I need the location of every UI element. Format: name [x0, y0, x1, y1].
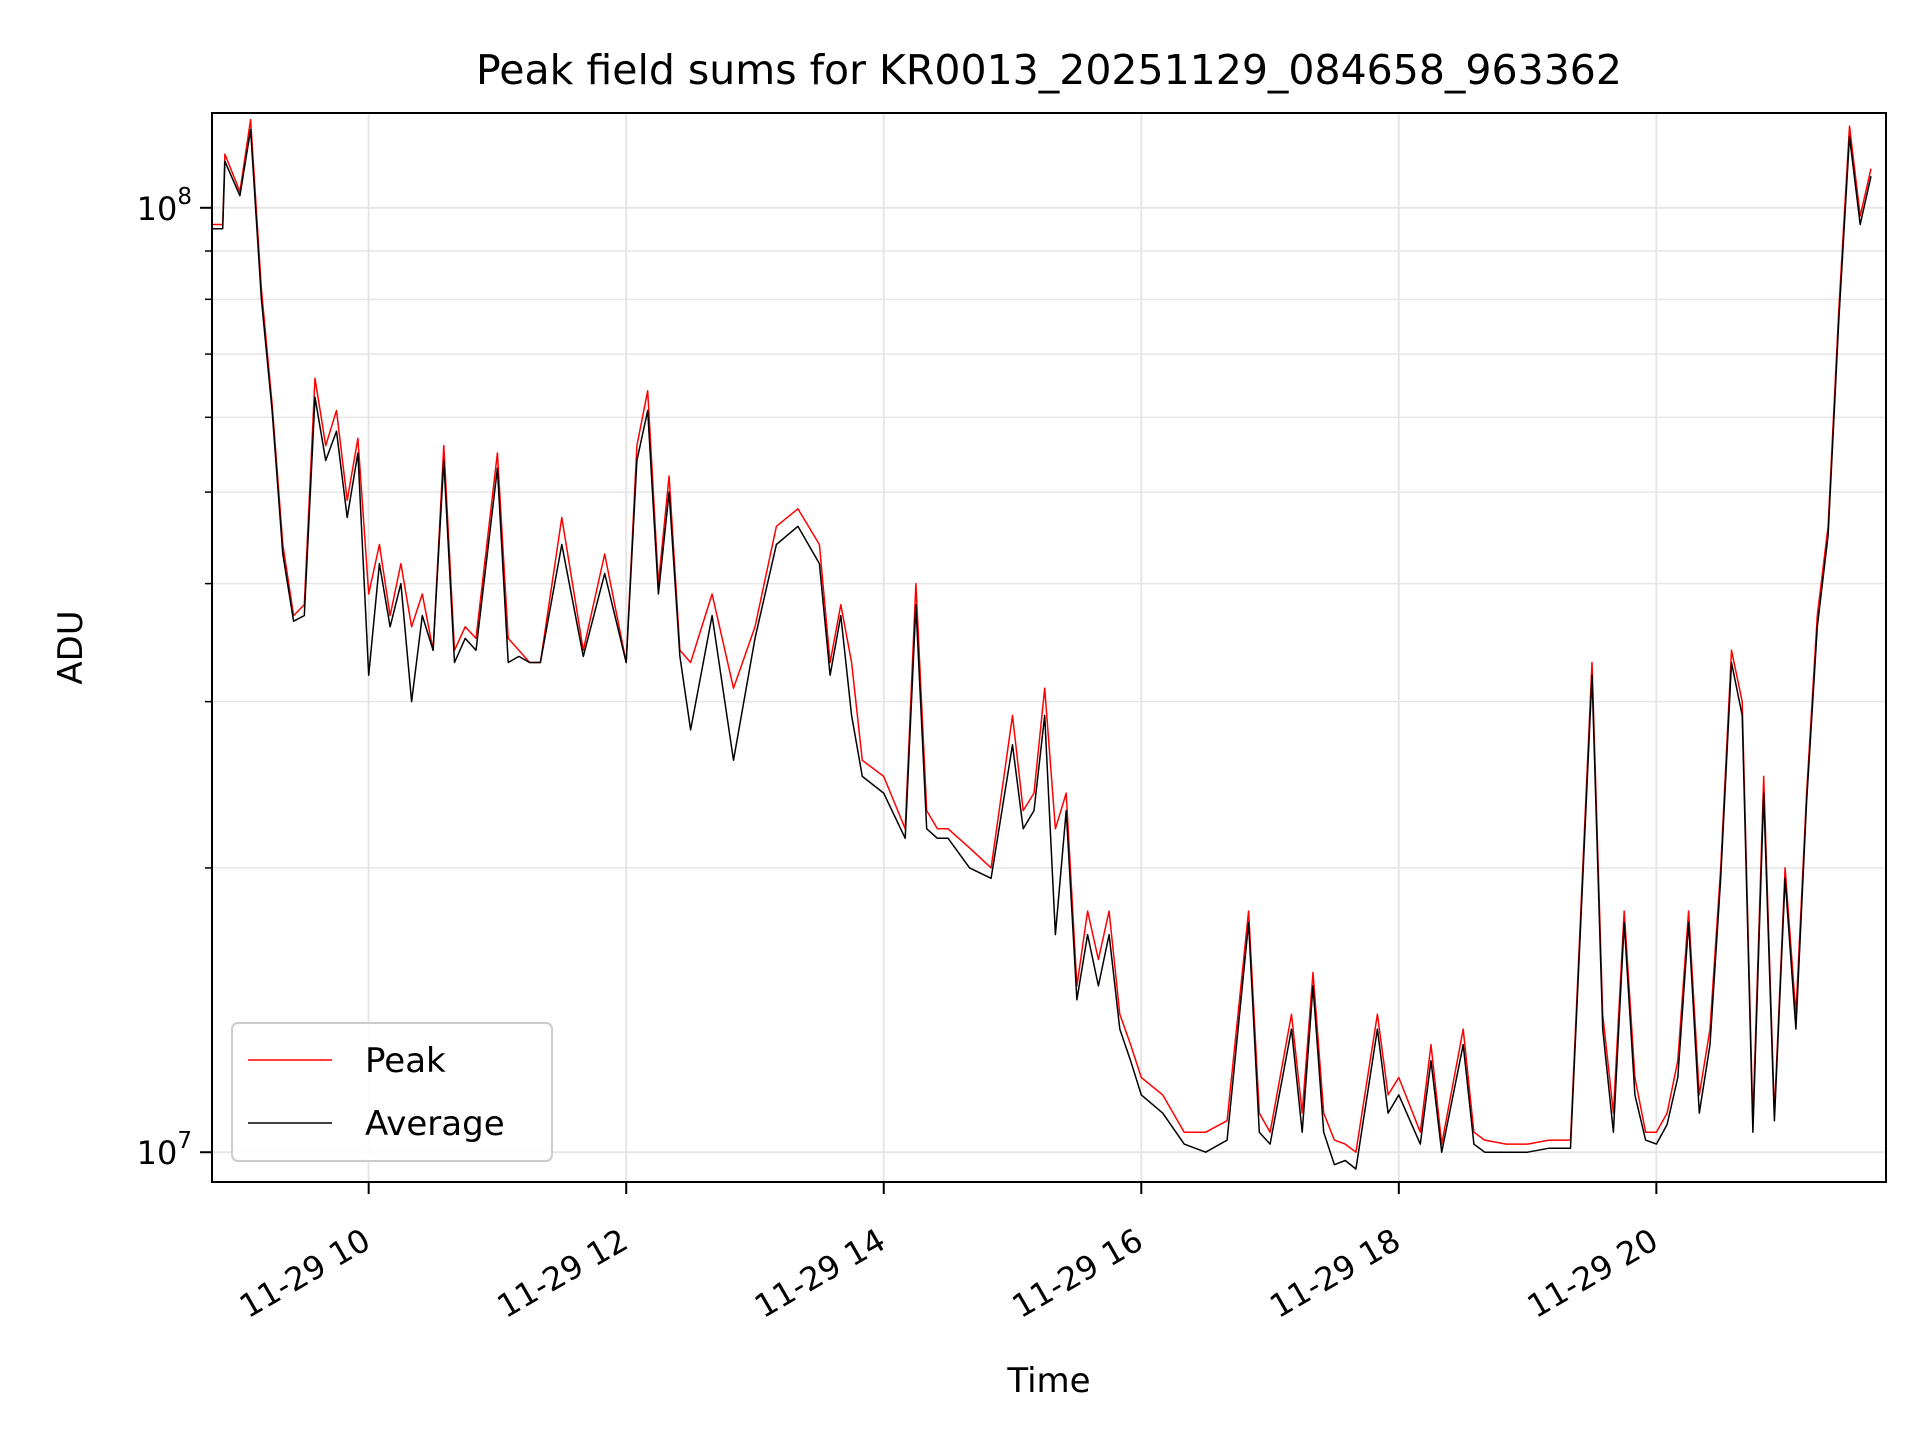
- legend-label-average: Average: [365, 1104, 505, 1144]
- series-line-average: [212, 128, 1872, 1170]
- y-tick-label: 107: [137, 1128, 192, 1172]
- chart-title: Peak field sums for KR0013_20251129_0846…: [476, 46, 1622, 94]
- y-tick-exponent: 7: [177, 1128, 192, 1154]
- y-tick-base: 10: [137, 190, 178, 228]
- series-line-peak: [212, 118, 1872, 1153]
- y-tick-base: 10: [137, 1134, 178, 1172]
- grid-lines: [212, 113, 1886, 1182]
- y-axis-label: ADU: [51, 610, 91, 684]
- legend-label-peak: Peak: [365, 1041, 446, 1081]
- y-tick-label: 108: [137, 184, 192, 228]
- legend: Peak Average: [231, 1022, 553, 1162]
- legend-box: [231, 1022, 553, 1162]
- plot-lines: [212, 118, 1872, 1170]
- plot-frame: [211, 112, 1887, 1183]
- x-axis-label: Time: [1006, 1361, 1090, 1401]
- y-tick-exponent: 8: [177, 184, 192, 210]
